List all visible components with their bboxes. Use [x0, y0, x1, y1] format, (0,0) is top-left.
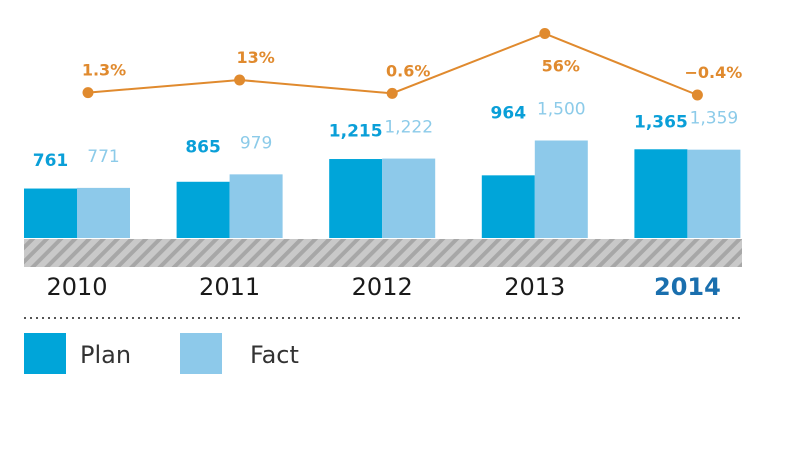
data-label-fact-2013: 1,500 — [537, 100, 586, 120]
x-tick-label-2011: 2011 — [199, 273, 260, 301]
growth-label-2013: 56% — [542, 57, 580, 76]
growth-line-layer: 1.3% 13% 0.6% 56% −0.4% — [82, 28, 743, 101]
x-tick-label-2010: 2010 — [46, 273, 107, 301]
axis-band — [24, 239, 742, 267]
data-label-plan-2013: 964 — [491, 104, 527, 124]
bar-plan-2010 — [24, 188, 77, 238]
data-label-plan-2011: 865 — [185, 137, 221, 157]
data-label-fact-2010: 771 — [87, 147, 119, 167]
labels-layer: 761 771 865 979 1,215 1,222 964 1,500 1,365 1,359 — [33, 100, 738, 171]
data-label-plan-2010: 761 — [33, 151, 69, 171]
growth-point-2013 — [539, 28, 551, 40]
growth-point-2014 — [691, 89, 703, 101]
bar-fact-2012 — [382, 158, 436, 238]
x-tick-label-2014: 2014 — [654, 273, 721, 301]
bar-fact-2011 — [229, 174, 283, 238]
legend: Plan Fact — [24, 333, 299, 374]
bar-plan-2014 — [634, 149, 688, 238]
growth-point-2012 — [386, 87, 398, 99]
bar-fact-2014 — [687, 149, 741, 238]
data-label-fact-2014: 1,359 — [690, 108, 739, 128]
data-label-fact-2011: 979 — [240, 133, 272, 153]
growth-label-2011: 13% — [236, 48, 274, 67]
growth-label-2012: 0.6% — [386, 61, 430, 80]
legend-label-fact: Fact — [250, 341, 299, 369]
data-label-fact-2012: 1,222 — [384, 118, 433, 138]
bar-plan-2011 — [176, 181, 230, 238]
bars-layer — [24, 140, 741, 238]
growth-point-2010 — [82, 87, 94, 99]
legend-swatch-fact — [180, 333, 222, 374]
growth-label-2010: 1.3% — [82, 61, 126, 80]
bar-fact-2013 — [534, 140, 588, 238]
x-tick-label-2013: 2013 — [504, 273, 565, 301]
legend-swatch-plan — [24, 333, 66, 374]
data-label-plan-2012: 1,215 — [329, 122, 383, 142]
growth-point-2011 — [234, 74, 246, 86]
x-tick-label-2012: 2012 — [352, 273, 413, 301]
legend-label-plan: Plan — [80, 341, 131, 369]
data-label-plan-2014: 1,365 — [634, 112, 688, 132]
year-labels: 2010 2011 2012 2013 2014 — [46, 273, 720, 301]
bar-plan-2013 — [481, 175, 535, 238]
bar-fact-2010 — [77, 187, 130, 238]
bar-plan-2012 — [329, 159, 383, 238]
growth-label-2014: −0.4% — [685, 63, 743, 82]
